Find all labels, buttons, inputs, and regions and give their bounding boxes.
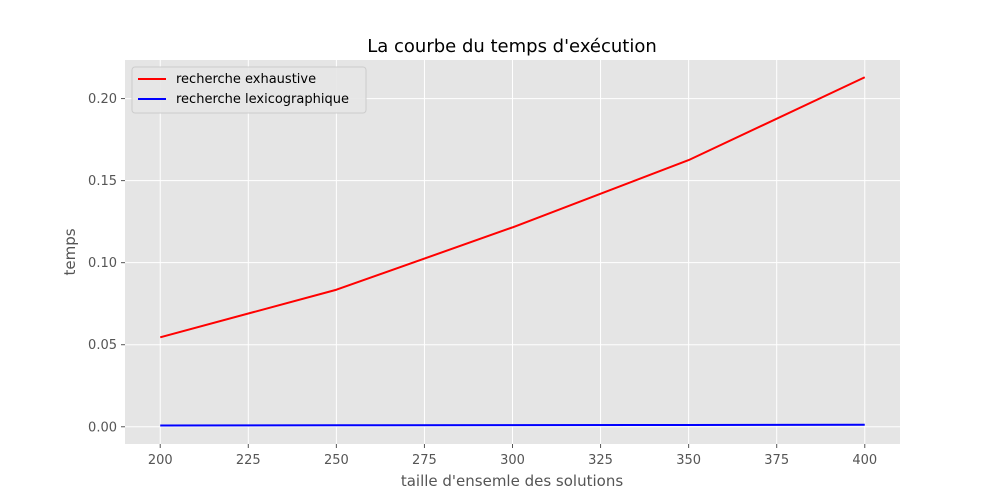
x-axis-label: taille d'ensemle des solutions: [401, 472, 624, 490]
series-lines: [159, 76, 866, 427]
y-axis-label: temps: [61, 228, 79, 275]
x-axis-ticks: 200 225 250 275 300 325 350 375 400: [148, 444, 877, 468]
y-tick-label: 0.15: [88, 174, 117, 189]
y-tick-label: 0.05: [88, 338, 117, 353]
legend: recherche exhaustive recherche lexicogra…: [131, 66, 367, 114]
series-line-recherche-exhaustive: [159, 76, 866, 339]
series-line-recherche-lexicographique: [160, 423, 865, 427]
chart-title: La courbe du temps d'exécution: [367, 36, 657, 57]
y-axis-ticks: 0.00 0.05 0.10 0.15 0.20: [88, 92, 125, 435]
grid: [125, 60, 900, 444]
legend-label-recherche-exhaustive: recherche exhaustive: [176, 72, 316, 87]
x-tick-label: 225: [236, 453, 261, 468]
x-tick-label: 350: [676, 453, 701, 468]
legend-label-recherche-lexicographique: recherche lexicographique: [176, 92, 349, 107]
x-tick-label: 400: [852, 453, 877, 468]
x-tick-label: 300: [500, 453, 525, 468]
legend-box: [131, 66, 367, 114]
y-tick-label: 0.10: [88, 256, 117, 271]
x-tick-label: 325: [588, 453, 613, 468]
x-tick-label: 375: [764, 453, 789, 468]
x-tick-label: 250: [324, 453, 349, 468]
y-tick-label: 0.20: [88, 92, 117, 107]
y-tick-label: 0.00: [88, 420, 117, 435]
x-tick-label: 200: [148, 453, 173, 468]
x-tick-label: 275: [412, 453, 437, 468]
